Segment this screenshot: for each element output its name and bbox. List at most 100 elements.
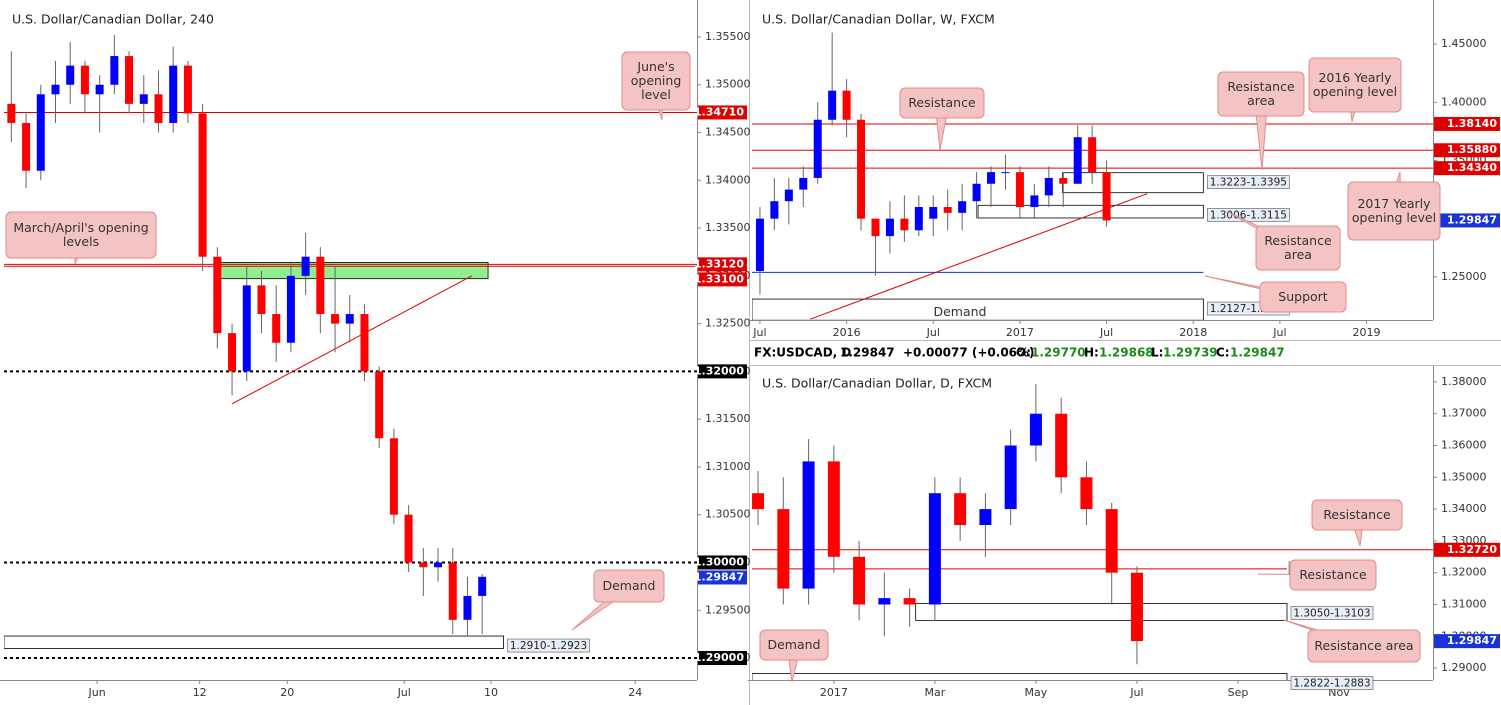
callout: 2017 Yearly opening level	[1352, 197, 1436, 225]
candle-body	[929, 207, 938, 219]
price-tag-label: 1.29847	[1447, 634, 1497, 647]
zone-label: 1.3006-1.3115	[1210, 209, 1287, 221]
callout: Demand	[933, 304, 987, 319]
candle-body	[257, 285, 266, 315]
callout: Resistance	[908, 95, 976, 110]
x-tick-label: Jul	[752, 326, 766, 339]
callout-box	[899, 87, 985, 119]
price-tag	[1434, 143, 1500, 158]
x-tick-label: 12	[193, 686, 207, 699]
price-tag-label: 1.32000	[694, 364, 744, 377]
annotation-text: Support	[1278, 289, 1328, 304]
candle-body	[784, 189, 793, 202]
candle-body	[958, 201, 967, 213]
candle-body	[375, 371, 384, 439]
candle-body	[903, 598, 916, 605]
candle-body	[389, 438, 398, 515]
candle-body	[434, 562, 443, 568]
y-tick-label: 1.30500	[705, 508, 751, 521]
info-bar-text: +0.00077 (+0.06%)	[903, 346, 1035, 360]
trendline	[231, 275, 473, 405]
callout: Resistance	[1299, 568, 1366, 582]
price-tag-label: 1.32720	[1447, 543, 1497, 556]
candle-body	[1055, 413, 1068, 478]
price-tag-label: 1.34340	[1447, 161, 1497, 174]
x-tick-label: Jul	[926, 326, 940, 339]
price-tag-label: 1.30000	[694, 555, 744, 568]
annotation-text: March/April's opening levels	[13, 220, 149, 249]
callout-box	[1255, 225, 1341, 271]
candle-body	[110, 56, 119, 85]
candle-body	[1029, 413, 1042, 446]
plot-area	[4, 35, 697, 660]
candle-body	[463, 595, 472, 620]
candle-body	[972, 183, 981, 202]
x-tick-label: 24	[628, 686, 642, 699]
candle-body	[871, 218, 880, 237]
info-bar-text: L:	[1151, 346, 1163, 360]
candle-body	[1105, 509, 1118, 573]
price-tag	[1434, 213, 1500, 228]
candle-body	[1044, 177, 1053, 196]
y-tick-label: 1.40000	[1441, 95, 1487, 108]
panel-title: U.S. Dollar/Canadian Dollar, W, FXCM	[762, 12, 995, 27]
callout-box	[621, 51, 691, 111]
y-tick-label: 1.32000	[1441, 566, 1487, 579]
candle-body	[198, 113, 207, 257]
x-tick-label: 2017	[1006, 326, 1034, 339]
price-tag-label: 1.29847	[694, 570, 744, 583]
price-tag	[698, 364, 747, 379]
price-tag-label: 1.33100	[694, 272, 744, 285]
zone	[1062, 172, 1204, 194]
callout-box	[1311, 499, 1403, 531]
x-tick-label: Jul	[1129, 686, 1143, 699]
annotation-text: Resistance	[908, 95, 976, 110]
annotation-text: 2016 Yearly opening level	[1312, 70, 1398, 99]
y-tick-label: 1.25000	[1441, 270, 1487, 283]
candle-body	[1059, 177, 1068, 184]
callout: Resistance area	[1227, 80, 1294, 108]
y-tick-label: 1.36000	[1441, 439, 1487, 452]
x-tick-label: 2019	[1353, 326, 1381, 339]
candle-body	[419, 562, 428, 568]
x-tick-label: Jul	[1099, 326, 1113, 339]
callout-box	[1289, 559, 1377, 591]
candle-body	[404, 514, 413, 563]
zone-label: 1.2822-1.2883	[1293, 677, 1370, 689]
candle-body	[755, 218, 764, 272]
zone-label: 1.2910-1.2923	[510, 640, 587, 652]
x-tick-label: 2018	[1179, 326, 1207, 339]
annotation-text: Resistance area	[1264, 233, 1332, 262]
annotation-text: Demand	[767, 637, 821, 652]
price-tag	[1434, 161, 1500, 176]
callout-box	[5, 211, 157, 259]
x-tick-label: May	[1025, 686, 1048, 699]
zone	[752, 298, 1204, 320]
x-tick-label: Sep	[1228, 686, 1249, 699]
annotation-text: Demand	[933, 304, 987, 319]
candle-body	[827, 461, 840, 557]
candle-body	[360, 314, 369, 372]
candle-body	[954, 493, 967, 525]
candle-body	[1001, 172, 1010, 174]
price-tag	[698, 257, 747, 272]
x-tick-label: Jul	[1272, 326, 1286, 339]
candle-body	[1102, 172, 1111, 221]
y-tick-label: 1.31000	[1441, 597, 1487, 610]
zone	[752, 673, 1288, 680]
candle-body	[478, 576, 487, 596]
callout-box	[1308, 57, 1402, 113]
y-tick-label: 1.37000	[1441, 407, 1487, 420]
candle-body	[66, 65, 75, 85]
candle-body	[51, 84, 60, 95]
price-tag-label: 1.29847	[1447, 213, 1497, 226]
y-tick-label: 1.31500	[705, 412, 751, 425]
plot-area	[752, 32, 1433, 320]
candle-body	[943, 207, 952, 213]
callout: Support	[1278, 289, 1328, 304]
candle-body	[752, 493, 765, 510]
price-tag	[1434, 542, 1500, 557]
annotation-text: Resistance	[1323, 507, 1391, 522]
price-tag	[698, 555, 747, 570]
annotation-text: June's opening level	[630, 59, 682, 102]
